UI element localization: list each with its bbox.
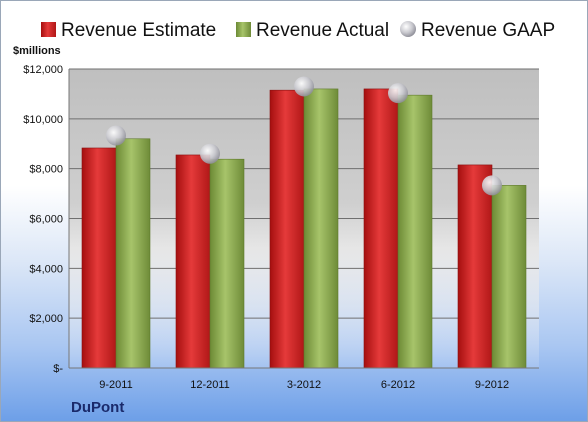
legend: Revenue Estimate Revenue Actual Revenue … <box>41 20 555 41</box>
x-tick-label: 12-2011 <box>190 379 230 391</box>
bar-revenue-actual <box>209 158 245 369</box>
marker-revenue-gaap <box>106 125 126 146</box>
y-tick-label: $4,000 <box>29 263 63 275</box>
bar-revenue-actual <box>115 138 151 369</box>
bar-revenue-actual <box>397 94 433 369</box>
y-tick-label: $- <box>53 363 63 375</box>
x-tick-label: 3-2012 <box>287 379 321 391</box>
marker-revenue-gaap <box>482 175 502 196</box>
bar-revenue-estimate <box>457 164 493 369</box>
legend-label-gaap: Revenue GAAP <box>421 20 555 41</box>
legend-label-estimate: Revenue Estimate <box>61 20 216 41</box>
bar-revenue-estimate <box>175 154 211 369</box>
x-tick-label: 9-2011 <box>99 379 132 391</box>
bar-revenue-estimate <box>363 88 399 369</box>
y-tick-label: $8,000 <box>29 164 63 176</box>
y-tick-label: $12,000 <box>23 64 63 76</box>
marker-revenue-gaap <box>200 143 220 164</box>
y-tick-label: $6,000 <box>29 214 63 226</box>
bar-revenue-actual <box>303 88 339 369</box>
x-tick-label: 6-2012 <box>381 379 415 391</box>
x-axis: 9-2011 12-2011 3-2012 6-2012 9-2012 <box>69 367 539 391</box>
gaap-markers <box>106 76 502 196</box>
legend-label-actual: Revenue Actual <box>256 20 389 41</box>
units-label: $millions <box>13 45 61 57</box>
bar-revenue-estimate <box>269 89 305 369</box>
legend-swatch-gaap <box>400 21 416 37</box>
bar-revenue-estimate <box>81 147 117 369</box>
y-tick-label: $2,000 <box>29 313 63 325</box>
x-tick-label: 9-2012 <box>475 379 509 391</box>
legend-swatch-actual <box>236 22 251 37</box>
marker-revenue-gaap <box>388 83 408 104</box>
bars <box>81 88 527 369</box>
y-axis: $- $2,000 $4,000 $6,000 $8,000 $10,000 $12,000 <box>23 64 70 375</box>
marker-revenue-gaap <box>294 76 314 97</box>
y-tick-label: $10,000 <box>23 114 63 126</box>
legend-swatch-estimate <box>41 22 56 37</box>
bar-revenue-actual <box>491 185 527 369</box>
company-label: DuPont <box>71 399 125 416</box>
